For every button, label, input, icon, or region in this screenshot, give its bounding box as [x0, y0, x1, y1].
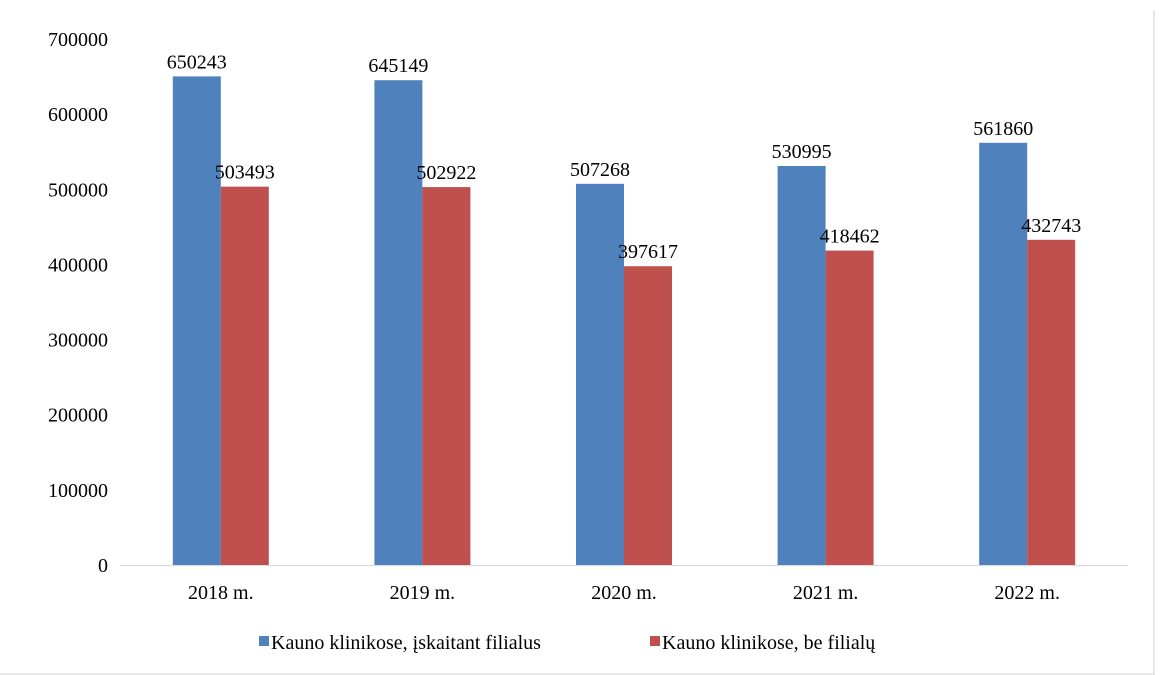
y-tick-label-7: 700000: [48, 29, 108, 51]
data-label-series0-2: 507268: [570, 159, 630, 181]
bar-marks: [172, 76, 1076, 566]
bar-series0-0: [172, 76, 221, 566]
legend-swatch-1: [650, 636, 660, 646]
data-label-series0-1: 645149: [368, 55, 428, 77]
x-tick-label-2: 2020 m.: [591, 582, 657, 604]
bar-series1-4: [1027, 239, 1076, 566]
legend: Kauno klinikose, įskaitant filialus Kauno…: [259, 632, 876, 654]
x-tick-label-3: 2021 m.: [793, 582, 859, 604]
data-label-series0-4: 561860: [973, 118, 1033, 140]
data-labels: 650243 503493 645149 502922 507268 397617 5309…: [167, 51, 1081, 263]
bar-series0-2: [576, 183, 624, 565]
x-axis-ticks: 2018 m. 2019 m. 2020 m. 2021 m. 2022 m.: [188, 582, 1060, 604]
bar-series1-2: [624, 266, 672, 565]
data-label-series1-3: 418462: [820, 226, 880, 248]
bar-series0-1: [374, 80, 423, 565]
x-tick-label-0: 2018 m.: [188, 582, 254, 604]
y-tick-label-0: 0: [98, 555, 108, 577]
y-axis-ticks: 0 100000 200000 300000 400000 500000 600000 700…: [48, 29, 108, 577]
legend-label-1: Kauno klinikose, be filialų: [662, 632, 876, 654]
y-tick-label-4: 400000: [48, 254, 108, 276]
data-label-series1-2: 397617: [618, 241, 678, 263]
data-label-series1-4: 432743: [1021, 215, 1081, 237]
data-label-series0-0: 650243: [167, 51, 227, 73]
y-tick-label-1: 100000: [48, 480, 108, 502]
legend-label-0: Kauno klinikose, įskaitant filialus: [271, 632, 541, 654]
data-label-series1-1: 502922: [416, 162, 476, 184]
bar-series1-3: [825, 250, 874, 565]
bar-series0-3: [777, 165, 826, 565]
x-tick-label-4: 2022 m.: [994, 582, 1060, 604]
x-tick-label-1: 2019 m.: [390, 582, 456, 604]
y-tick-label-6: 600000: [48, 104, 108, 126]
bar-series0-4: [979, 142, 1028, 565]
bar-series1-0: [220, 186, 269, 565]
y-tick-label-5: 500000: [48, 179, 108, 201]
y-tick-label-3: 300000: [48, 330, 108, 352]
legend-swatch-0: [259, 636, 269, 646]
data-label-series0-3: 530995: [772, 141, 832, 163]
bar-series1-1: [422, 187, 471, 566]
y-tick-label-2: 200000: [48, 405, 108, 427]
data-label-series1-0: 503493: [215, 162, 275, 184]
